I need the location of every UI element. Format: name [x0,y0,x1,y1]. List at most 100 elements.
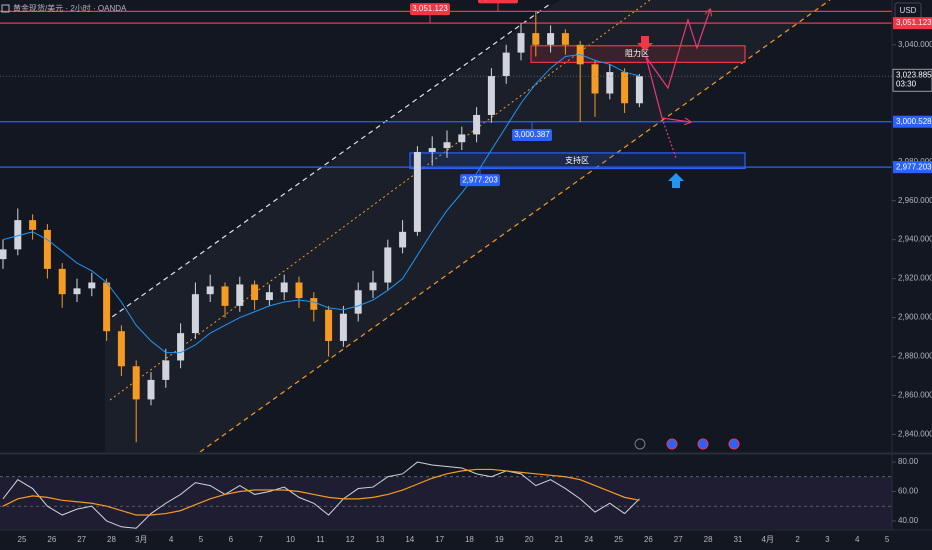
candle-body [14,220,22,250]
candle-body [177,333,185,361]
zone [409,152,746,170]
candle-body [73,288,81,295]
drawings [104,0,831,452]
candle-body [206,286,214,295]
candle-body [354,290,362,314]
candle-body [473,114,481,135]
candle-body [502,52,510,76]
candle-body [532,33,540,45]
candle-body [399,231,407,248]
y-tick-label: 2,860.000 [898,391,932,400]
candle-body [547,33,555,45]
price-axis [892,0,932,550]
axis-badge [893,17,932,30]
ma-line [2,54,640,354]
candle-body [369,282,377,291]
axis-badge-label: 3,000.528 [896,117,932,126]
candle-body [221,286,229,306]
zone-label: 阻力区 [625,48,649,58]
x-tick-label: 14 [405,535,414,544]
x-tick-label: 12 [346,535,355,544]
candle-body [458,134,466,143]
y-tick-label: 2,840.000 [898,430,932,439]
price-label: 3,057.171 [480,0,516,1]
event-icons [634,438,740,450]
x-tick-label: 5 [199,535,204,544]
x-tick-label: 7 [258,535,263,544]
x-tick-label: 31 [733,535,742,544]
event-icon [697,438,709,450]
candle-body [58,268,66,295]
rsi-band [0,476,892,529]
x-tick-label: 11 [316,535,325,544]
x-tick-label: 17 [435,535,444,544]
y-tick-label: 2,940.000 [898,235,932,244]
zone [530,45,746,63]
candle-body [251,284,259,301]
currency: USD [900,6,917,15]
x-tick-label: 27 [674,535,683,544]
candle-body [606,72,614,94]
candle-body [280,282,288,293]
axis-badge [893,115,932,128]
rsi-pane [0,461,892,529]
candle-body [265,292,273,301]
candle-body [384,247,392,283]
candle-body [443,142,451,149]
x-tick-label: 6 [229,535,234,544]
x-tick-label: 10 [286,535,295,544]
y-tick-label: 3,040.000 [898,40,932,49]
candle-body [103,282,111,332]
price-label-box [478,0,518,4]
rsi-line [2,461,640,529]
x-tick-label: 4 [169,535,174,544]
chart-title: 黄金现货/美元 · 2小时 · OANDA [13,3,127,13]
channel-middle [109,0,651,401]
x-tick-label: 25 [614,535,623,544]
projection-dashed [661,117,677,159]
price-label: 3,051.123 [412,4,448,13]
arrow-up [668,173,684,188]
x-tick-label: 5 [885,535,890,544]
candle-body [621,72,629,104]
candles [0,11,643,443]
y-tick-label: 2,880.000 [898,352,932,361]
price-label-box [512,128,552,141]
x-tick-label: 26 [644,535,653,544]
candle-body [591,64,599,94]
x-tick-label: 2 [795,535,800,544]
candle-body [147,379,155,400]
symbol-icon [1,4,10,13]
event-icon [666,438,678,450]
axis-badge-label: 3,051.123 [896,18,932,27]
x-tick-label: 19 [495,535,504,544]
x-tick-label: 25 [18,535,27,544]
candle-body [487,75,495,115]
channel-upper [104,3,551,323]
arrow-down [637,36,653,51]
x-tick-label: 21 [554,535,563,544]
candle-body [517,33,525,53]
candle-body [0,249,7,260]
channel-lower [199,0,831,452]
candle-body [29,220,37,230]
rsi-ma-line [2,468,640,516]
current-price-badge [892,68,932,92]
projection-path [645,10,710,90]
x-tick-label: 4月 [762,535,774,544]
y-tick-label: 2,920.000 [898,274,932,283]
axis-badge-label: 2,977.203 [896,162,932,171]
zone-label: 支持区 [565,155,589,165]
price-label: 2,977.203 [462,175,498,184]
event-icon [634,438,646,450]
candle-body [162,360,170,380]
x-tick-label: 13 [376,535,385,544]
x-tick-label: 27 [77,535,86,544]
x-tick-label: 28 [704,535,713,544]
candle-body [132,366,140,400]
candle-body [117,331,125,367]
candle-body [561,33,569,45]
candle-body [325,309,333,341]
